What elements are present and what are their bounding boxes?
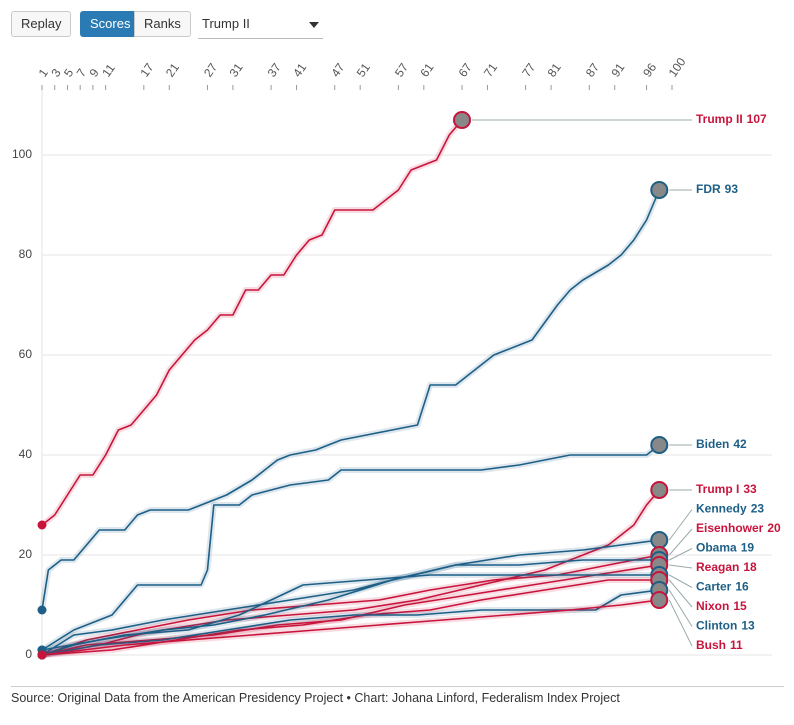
avatar <box>650 531 669 549</box>
end-label: Trump I 33 <box>696 482 757 496</box>
series-name: Eisenhower <box>696 521 764 535</box>
x-tick-label: 87 <box>583 60 602 79</box>
label-leader <box>669 574 693 588</box>
end-value: 33 <box>743 482 757 496</box>
end-label: Obama 19 <box>696 541 754 555</box>
end-label: Kennedy 23 <box>696 502 764 516</box>
end-label: Bush 11 <box>696 638 743 652</box>
end-label: Eisenhower 20 <box>696 521 781 535</box>
x-tick-label: 37 <box>265 60 284 79</box>
x-tick-label: 41 <box>290 60 309 79</box>
line <box>41 539 660 656</box>
label-leader <box>668 589 693 627</box>
x-tick-label: 11 <box>99 61 118 80</box>
x-tick-label: 47 <box>328 60 347 79</box>
y-tick-label: 40 <box>19 447 33 461</box>
y-tick-label: 0 <box>25 647 32 661</box>
end-value: 13 <box>741 619 755 633</box>
line <box>41 119 463 526</box>
x-tick-label: 31 <box>226 60 245 79</box>
line <box>41 574 660 656</box>
label-leader <box>668 509 693 541</box>
label-leader <box>668 579 693 608</box>
end-value: 11 <box>730 638 743 652</box>
source-note: Source: Original Data from the American … <box>11 686 784 705</box>
end-value: 93 <box>725 182 739 196</box>
end-label: Clinton 13 <box>696 619 755 633</box>
x-tick-label: 77 <box>519 60 538 79</box>
series-name: Obama <box>696 541 737 555</box>
x-tick-label: 27 <box>201 60 220 79</box>
end-value: 107 <box>747 112 767 126</box>
end-value: 19 <box>741 541 755 555</box>
end-label: Trump II 107 <box>696 112 767 126</box>
label-leader <box>668 599 693 647</box>
series-name: Kennedy <box>696 502 747 516</box>
end-value: 23 <box>751 502 765 516</box>
avatar <box>650 436 669 454</box>
x-tick-label: 91 <box>608 60 627 79</box>
end-label: Reagan 18 <box>696 560 757 574</box>
select-value: Trump II <box>202 16 250 31</box>
series-name: Carter <box>696 580 732 594</box>
x-tick-label: 67 <box>456 60 475 79</box>
end-value: 18 <box>743 560 757 574</box>
avatar <box>453 111 471 129</box>
end-label: Carter 16 <box>696 580 749 594</box>
president-select[interactable]: Trump II <box>198 11 323 39</box>
end-label: Nixon 15 <box>696 599 747 613</box>
ranks-toggle[interactable]: Ranks <box>134 11 191 37</box>
series-name: Clinton <box>696 619 737 633</box>
label-leader <box>669 548 693 561</box>
avatar <box>650 591 669 609</box>
x-tick-label: 96 <box>640 60 659 79</box>
y-tick-label: 20 <box>19 547 33 561</box>
series-name: Biden <box>696 437 729 451</box>
series-name: FDR <box>696 182 721 196</box>
line <box>41 564 660 656</box>
end-label: FDR 93 <box>696 182 738 196</box>
y-tick-label: 100 <box>12 147 32 161</box>
x-tick-label: 21 <box>163 60 182 79</box>
line-halo <box>40 118 465 528</box>
series-name: Trump II <box>696 112 743 126</box>
end-value: 42 <box>733 437 747 451</box>
series-name: Trump I <box>696 482 739 496</box>
x-tick-label: 57 <box>392 60 411 79</box>
series-name: Bush <box>696 638 726 652</box>
x-tick-label: 61 <box>417 60 436 79</box>
avatar <box>650 181 669 199</box>
label-leader <box>668 528 693 556</box>
select-caret <box>309 22 319 28</box>
line-halo <box>39 188 663 611</box>
start-dot <box>37 605 47 615</box>
scores-toggle[interactable]: Scores <box>80 11 141 37</box>
label-leader <box>669 564 693 569</box>
x-tick-label: 81 <box>545 60 564 79</box>
end-label: Biden 42 <box>696 437 747 451</box>
start-dot <box>37 520 47 530</box>
end-value: 15 <box>733 599 747 613</box>
y-tick-label: 80 <box>19 247 33 261</box>
x-tick-label: 100 <box>666 55 689 80</box>
line <box>41 599 660 656</box>
replay-button[interactable]: Replay <box>11 11 72 37</box>
x-tick-label: 71 <box>481 60 500 79</box>
line <box>41 189 661 611</box>
end-value: 16 <box>735 580 749 594</box>
start-dot <box>37 650 47 660</box>
y-tick-label: 60 <box>19 347 33 361</box>
series-name: Nixon <box>696 599 729 613</box>
line <box>41 554 660 656</box>
series-name: Reagan <box>696 560 739 574</box>
x-tick-label: 17 <box>137 60 156 79</box>
avatar <box>650 481 669 499</box>
x-tick-label: 51 <box>354 60 373 79</box>
line <box>41 444 660 651</box>
end-value: 20 <box>767 521 781 535</box>
